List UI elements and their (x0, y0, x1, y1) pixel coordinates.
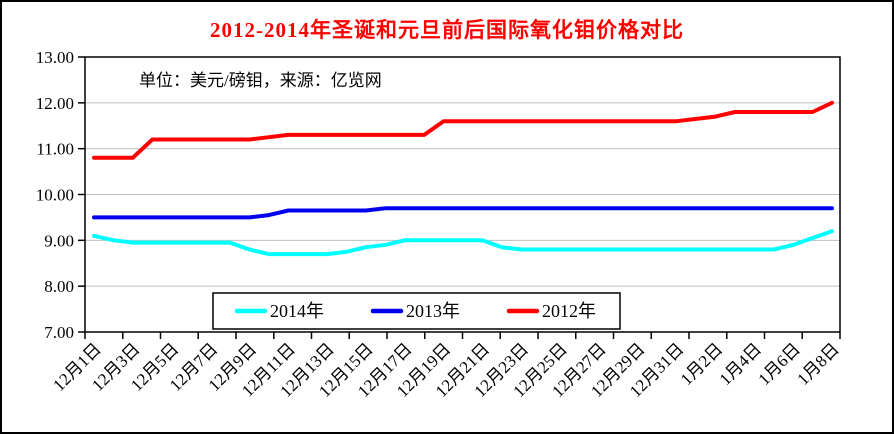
x-axis-label: 1月6日 (754, 339, 803, 388)
x-axis-label: 1月4日 (716, 339, 765, 388)
chart-title: 2012-2014年圣诞和元旦前后国际氧化钼价格对比 (210, 18, 684, 42)
legend-label: 2012年 (542, 301, 596, 321)
legend-item-2013: 2013年 (370, 301, 460, 321)
x-axis-label: 1月8日 (793, 339, 842, 388)
y-axis-label: 11.00 (36, 140, 74, 159)
legend-item-2012: 2012年 (506, 301, 596, 321)
y-axis-label: 9.00 (44, 231, 74, 250)
unit-source-note: 单位：美元/磅钼，来源：亿览网 (139, 71, 382, 90)
legend-item-2014: 2014年 (234, 301, 324, 321)
y-axis-label: 8.00 (44, 277, 74, 296)
legend-label: 2014年 (270, 301, 324, 321)
y-axis-label: 7.00 (44, 323, 74, 342)
y-axis-label: 10.00 (36, 186, 74, 205)
series-line-2012 (92, 100, 834, 160)
series-line-2014 (92, 229, 834, 257)
legend-box (212, 292, 621, 330)
y-axis-label: 12.00 (36, 94, 74, 113)
x-axis-label: 1月2日 (677, 339, 726, 388)
series-line-2013 (92, 206, 834, 220)
legend-label: 2013年 (406, 301, 460, 321)
y-axis-label: 13.00 (36, 48, 74, 67)
